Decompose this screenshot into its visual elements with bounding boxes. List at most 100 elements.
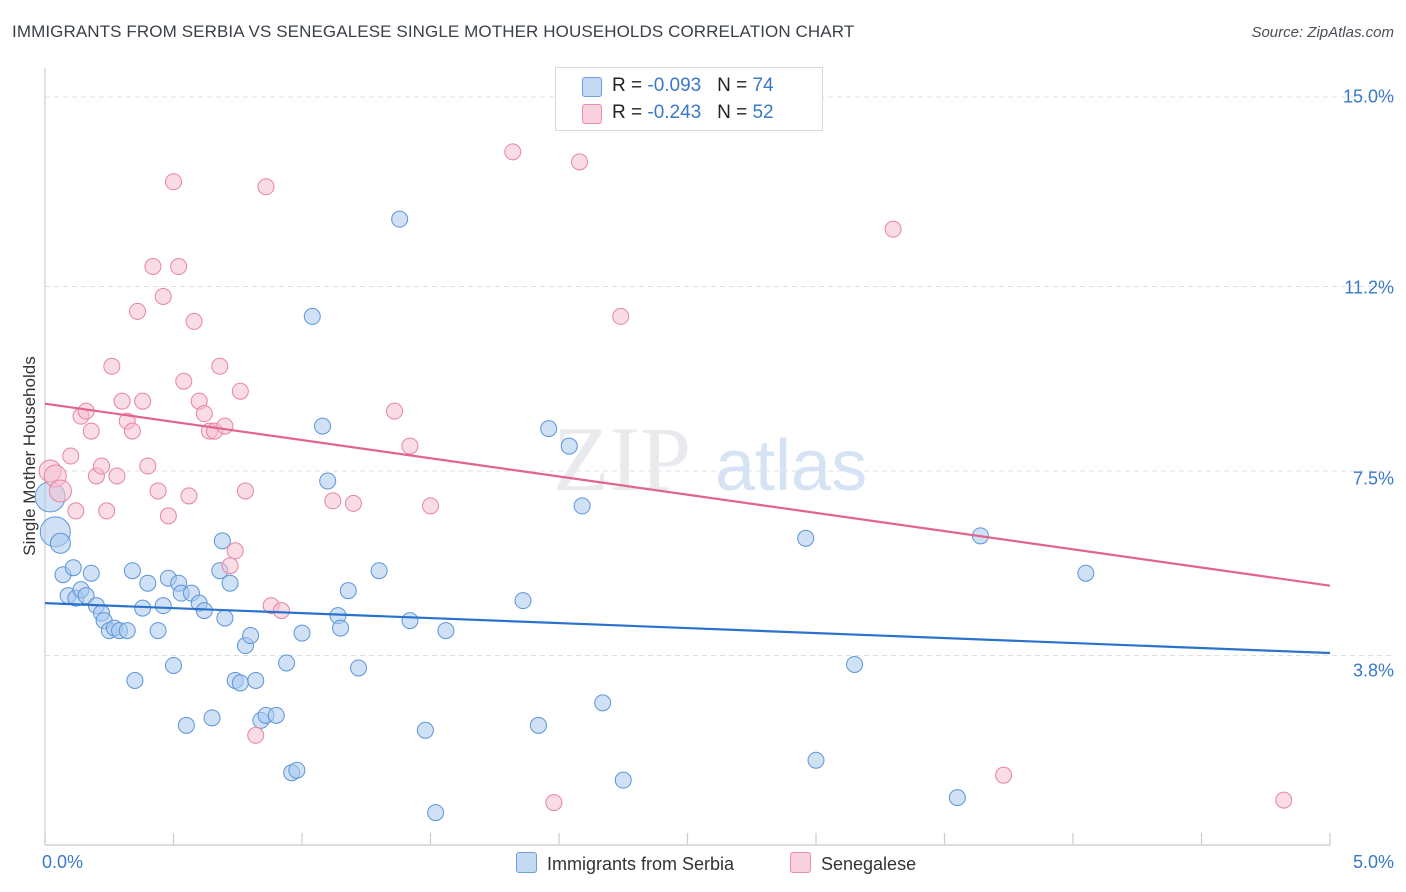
n-label: N = [717,75,753,96]
senegalese-point [884,220,902,238]
source-credit: Source: ZipAtlas.com [1251,24,1394,41]
serbia-point [118,622,136,640]
serbia-point [416,721,434,739]
data-points [34,143,1293,822]
serbia-point [370,562,388,580]
watermark: ZIP atlas [553,408,867,510]
serbia-point [560,437,578,455]
serbia-point [123,562,141,580]
senegalese-point [103,357,121,375]
serbia-point [614,771,632,789]
senegalese-point [195,405,213,423]
senegalese-point [93,457,111,475]
serbia-point [165,656,182,674]
senegalese-point [257,178,275,196]
serbia-point [149,622,167,640]
serbia-point [139,574,157,592]
senegalese-point [123,422,141,440]
senegalese-point [272,602,290,620]
senegalese-point [170,258,188,276]
chart-title: IMMIGRANTS FROM SERBIA VS SENEGALESE SIN… [12,22,855,41]
senegalese-point [154,287,172,305]
serbia-point [529,716,547,734]
serbia-point [350,659,368,677]
senegalese-point [226,542,244,560]
serbia-point [807,751,825,769]
serbia-point [339,582,357,600]
senegalese-point [247,726,265,744]
serbia-point [231,674,249,692]
serbia-point [846,655,864,673]
serbia-legend-swatch [516,852,537,873]
serbia-point [288,761,306,779]
senegalese-point [344,494,362,512]
serbia-point [49,532,71,554]
x-tick-label-max: 5.0% [1352,852,1394,872]
senegalese-point [401,437,419,455]
legend-item-senegalese[interactable]: Senegalese [790,852,916,875]
watermark-atlas: atlas [715,426,867,506]
serbia-point [247,671,265,689]
serbia-point [319,472,337,490]
legend-label: Immigrants from Serbia [547,854,735,874]
senegalese-swatch [582,104,602,124]
senegalese-point [139,457,157,475]
x-tick-label-min: 0.0% [42,852,84,872]
senegalese-point [134,392,152,410]
y-axis-label: Single Mother Households [20,356,39,556]
stats-legend: R = -0.093 N = 74 R = -0.243 N = 52 [555,67,823,131]
senegalese-point [386,402,404,420]
senegalese-point [82,422,100,440]
senegalese-point [175,372,193,390]
serbia-point [154,597,172,615]
serbia-point [437,622,455,640]
serbia-point [278,654,296,672]
senegalese-point [422,497,439,515]
serbia-point [203,709,221,727]
senegalese-point [612,307,630,325]
serbia-point [216,609,234,627]
y-tick-label: 7.5% [1352,468,1394,489]
senegalese-point [144,258,162,276]
legend-label: Senegalese [821,854,917,874]
senegalese-point [67,502,85,520]
serbia-point [540,420,558,438]
serbia-point [177,716,195,734]
senegalese-point [545,794,563,812]
n-value: 52 [752,102,774,123]
serbia-point [391,210,409,228]
senegalese-point [185,312,203,330]
legend-item-serbia[interactable]: Immigrants from Serbia [516,852,734,875]
grid-lines [45,96,1392,657]
y-tick-label: 15.0% [1342,86,1394,107]
senegalese-point [165,173,182,191]
serbia-point [303,307,321,325]
senegalese-point [159,507,177,525]
serbia-point [514,592,532,610]
serbia-swatch [582,77,602,97]
r-label: R = [612,102,648,123]
senegalese-point [62,447,80,465]
senegalese-point [236,482,254,500]
senegalese-point [216,417,234,435]
senegalese-point [108,467,126,485]
r-value: -0.093 [647,75,702,96]
r-value: -0.243 [647,102,702,123]
serbia-point [82,564,100,582]
serbia-point [948,789,966,807]
axes [44,68,1331,846]
senegalese-trend-line [44,402,1331,587]
senegalese-point [1275,791,1293,809]
senegalese-point [98,502,116,520]
serbia-point [797,529,815,547]
serbia-point [126,671,144,689]
senegalese-point [180,487,198,505]
serbia-point [332,619,350,637]
senegalese-point [48,479,72,503]
watermark-zip: ZIP [553,408,691,510]
serbia-point [401,612,419,630]
serbia-point [314,417,332,435]
senegalese-point [324,492,342,510]
senegalese-point [149,482,167,500]
